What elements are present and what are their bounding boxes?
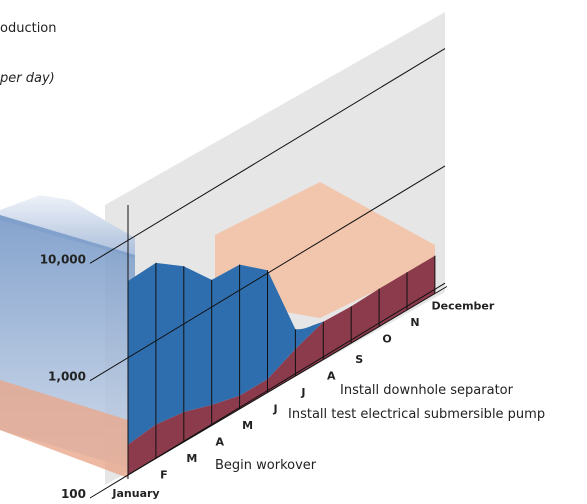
x-tick-label: F bbox=[160, 469, 168, 482]
y-tick-label: 1,000 bbox=[48, 370, 86, 384]
area bbox=[128, 255, 435, 475]
x-tick-label: J bbox=[272, 403, 277, 416]
left-block-top bbox=[0, 195, 135, 258]
y-tick-label: 10,000 bbox=[40, 252, 86, 266]
grid-line bbox=[89, 282, 446, 499]
x-tick-label: A bbox=[327, 370, 336, 383]
x-tick-label: M bbox=[242, 419, 253, 432]
annotation: Begin workover bbox=[215, 458, 317, 473]
x-axis bbox=[127, 286, 448, 476]
x-tick-label: N bbox=[410, 316, 419, 329]
x-tick-label: December bbox=[432, 300, 495, 313]
x-tick-label: J bbox=[300, 386, 305, 399]
annotation: Install test electrical submersible pump bbox=[288, 407, 545, 422]
grid-line bbox=[89, 48, 446, 264]
annotation: Install downhole separator bbox=[340, 383, 514, 398]
grid-line bbox=[89, 165, 446, 382]
x-tick-label: January bbox=[111, 487, 159, 500]
x-tick-label: O bbox=[382, 333, 391, 346]
chart-subtitle: per day) bbox=[0, 71, 55, 86]
chart-title: oduction bbox=[0, 21, 57, 36]
area bbox=[128, 262, 324, 445]
y-tick-label: 100 bbox=[61, 487, 86, 501]
x-tick-label: M bbox=[186, 452, 197, 465]
x-tick-label: S bbox=[355, 353, 363, 366]
x-tick-label: A bbox=[215, 436, 224, 449]
left-block-base bbox=[0, 380, 128, 478]
